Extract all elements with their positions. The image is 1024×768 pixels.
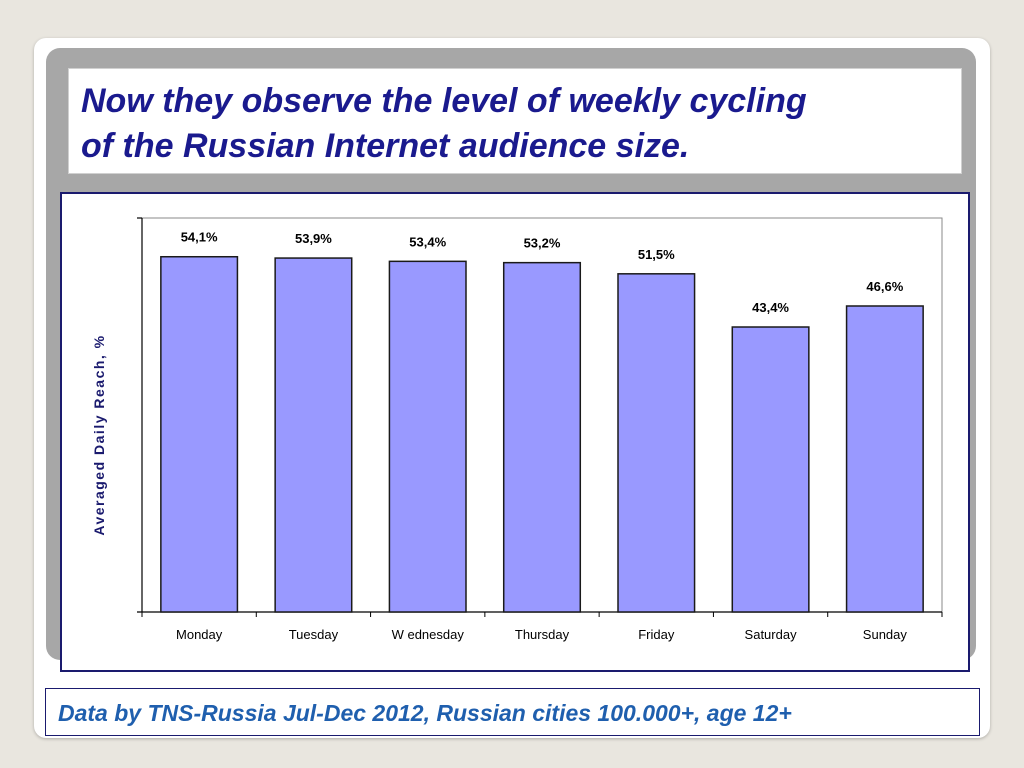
slide-title: Now they observe the level of weekly cyc… [81, 79, 951, 169]
data-label-6: 46,6% [866, 279, 903, 294]
bar-4 [617, 273, 696, 613]
footer-box: Data by TNS-Russia Jul-Dec 2012, Russian… [45, 688, 980, 736]
source-note: Data by TNS-Russia Jul-Dec 2012, Russian… [58, 700, 792, 726]
category-label-6: Sunday [863, 627, 908, 642]
data-label-1: 53,9% [295, 231, 332, 246]
data-label-4: 51,5% [638, 247, 675, 262]
chart-container: 54,1% Monday 53,9% Tuesday 53,4% W ednesday 53… [60, 192, 970, 672]
title-line-2: of the Russian Internet audience size. [81, 127, 690, 165]
title-line-1: Now they observe the level of weekly cyc… [81, 82, 807, 120]
data-label-5: 43,4% [752, 300, 789, 315]
bar-3 [502, 261, 582, 613]
category-label-4: Friday [638, 627, 675, 642]
category-label-5: Saturday [745, 627, 798, 642]
category-label-2: W ednesday [392, 627, 465, 642]
bar-2 [388, 260, 467, 613]
title-box: Now they observe the level of weekly cyc… [68, 68, 962, 174]
category-label-0: Monday [176, 627, 223, 642]
data-label-3: 53,2% [524, 236, 561, 251]
bar-5 [731, 326, 810, 613]
category-label-3: Thursday [515, 627, 570, 642]
data-label-2: 53,4% [409, 234, 446, 249]
category-label-1: Tuesday [289, 627, 339, 642]
y-axis-label: Averaged Daily Reach, % [91, 334, 107, 535]
bar-chart: 54,1% Monday 53,9% Tuesday 53,4% W ednesday 53… [91, 217, 943, 642]
bar-0 [160, 255, 239, 613]
bar-1 [274, 257, 353, 613]
data-label-0: 54,1% [181, 230, 218, 245]
bar-6 [845, 305, 924, 613]
